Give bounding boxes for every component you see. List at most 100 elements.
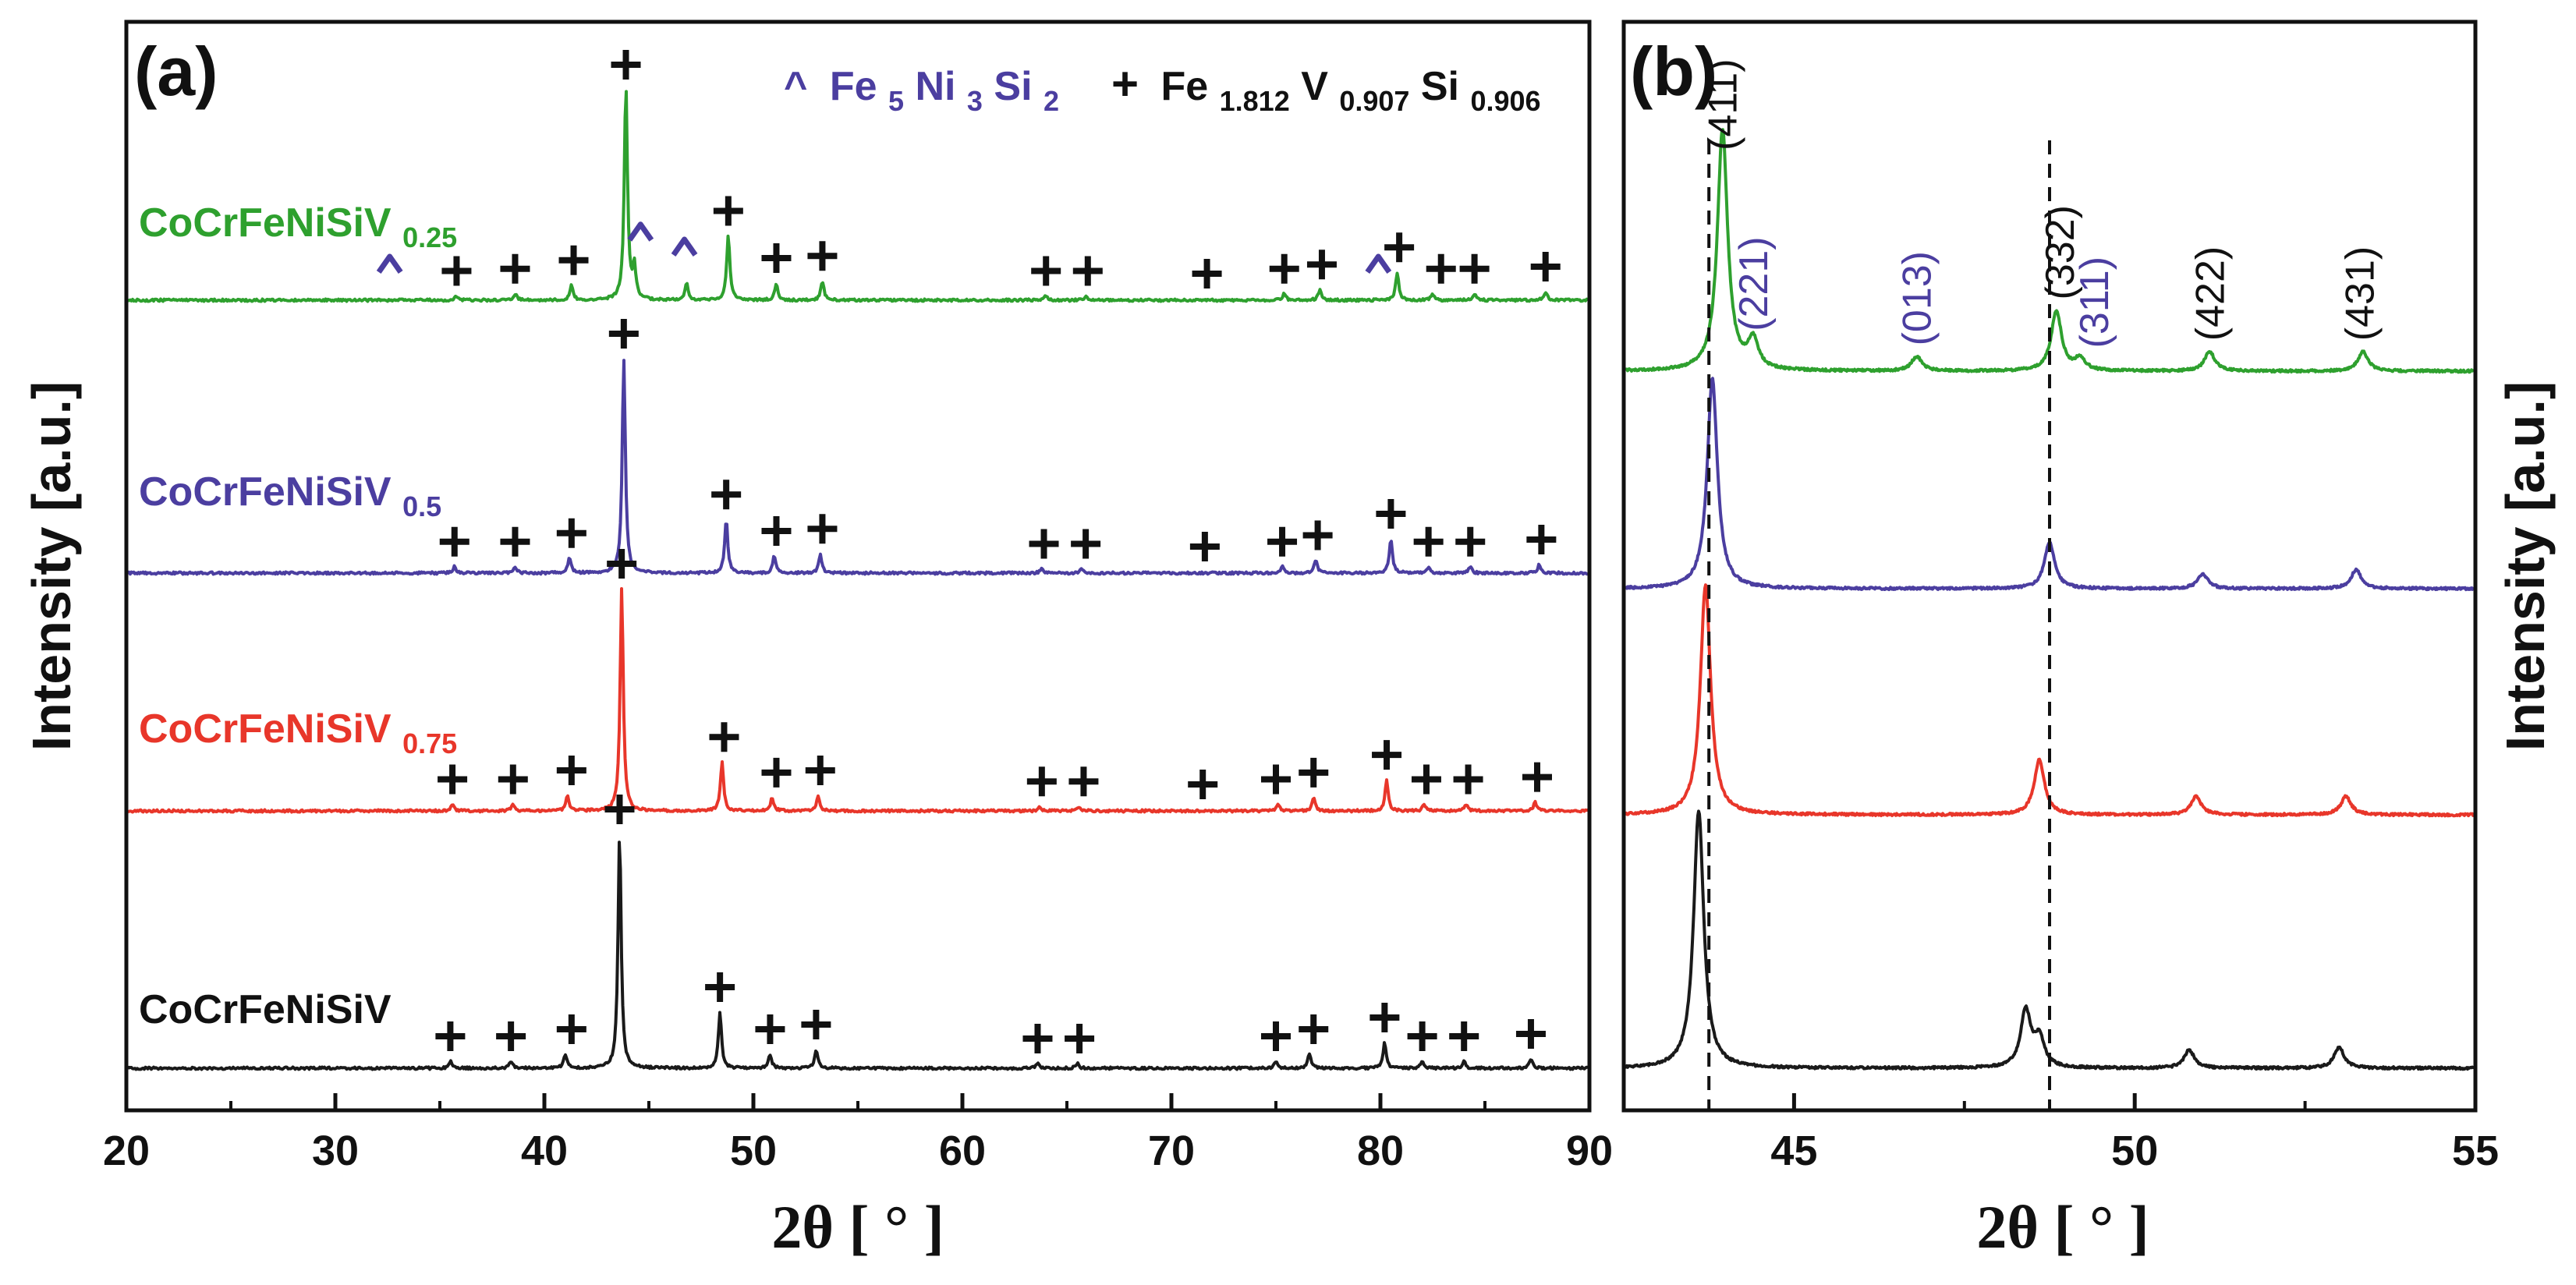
plus-marker-v1 xyxy=(1299,1014,1329,1044)
plus-marker-v025 xyxy=(611,50,641,80)
plus-marker-v1 xyxy=(801,1010,831,1039)
miller-index-label: (013) xyxy=(1895,251,1940,345)
plus-marker-v025 xyxy=(807,241,838,271)
plus-marker-v075 xyxy=(709,722,739,752)
series-label-v025: CoCrFeNiSiV 0.25 xyxy=(139,200,457,253)
miller-index-label: (311) xyxy=(2072,257,2117,349)
plus-marker-v075 xyxy=(1261,764,1291,795)
plus-marker-v05 xyxy=(556,518,586,548)
legend-fevsi: + Fe 1.812 V 0.907 Si 0.906 xyxy=(1111,58,1541,120)
legend-fevsi-part: V xyxy=(1301,64,1328,109)
series-label-v1-base: CoCrFeNiSiV xyxy=(139,987,392,1032)
plus-marker-v025 xyxy=(441,256,472,286)
caret-marker-v025 xyxy=(627,221,654,242)
series-label-v05-sub: 0.5 xyxy=(402,490,441,522)
series-label-v025-sub: 0.25 xyxy=(402,221,457,253)
plus-marker-v025 xyxy=(1192,259,1222,289)
plus-marker-v025 xyxy=(1384,232,1415,263)
trace-v025 xyxy=(127,90,1589,303)
legend-fevsi-sub: 0.907 xyxy=(1339,85,1409,117)
panel-b-annotations: (411) (221) (013) (332)(311) (422) (431) xyxy=(1701,58,2383,348)
plus-marker-v075 xyxy=(761,757,792,788)
plus-marker-v05 xyxy=(761,516,792,546)
trace-v075 xyxy=(127,587,1589,814)
plus-marker-v05 xyxy=(1029,529,1059,559)
plus-marker-v075 xyxy=(1522,762,1552,792)
plus-marker-v075 xyxy=(498,764,528,795)
trace-v1 xyxy=(126,841,1589,1071)
panel-a-x-axis-title: 2θ [ ° ] xyxy=(771,1193,944,1261)
panel-b-frame xyxy=(1621,19,2478,1113)
plus-marker-v025 xyxy=(558,245,589,275)
plus-marker-v05 xyxy=(1267,526,1298,557)
panel-b-x-ticks: 45 50 55 xyxy=(1622,1093,2499,1174)
panel-b-x-axis-title: 2θ [ ° ] xyxy=(1976,1193,2149,1261)
miller-index-label: (422) xyxy=(2188,246,2233,341)
plus-marker-v025 xyxy=(1269,253,1299,284)
plus-marker-v1 xyxy=(1065,1024,1095,1053)
series-label-v075: CoCrFeNiSiV 0.75 xyxy=(139,706,457,759)
caret-marker-v025 xyxy=(671,236,698,257)
caret-marker-v025 xyxy=(376,253,403,274)
legend-fe5ni3si2-part: Fe xyxy=(830,64,877,109)
plus-marker-v1 xyxy=(604,795,635,824)
miller-index-label: (221) xyxy=(1731,236,1777,331)
series-label-v075-sub: 0.75 xyxy=(402,727,457,759)
plus-marker-v1 xyxy=(1449,1021,1479,1051)
trace-v05 xyxy=(126,359,1589,576)
plus-marker-v025 xyxy=(1031,256,1061,286)
panel-b-reference-lines xyxy=(1707,140,2051,1110)
panel-a-traces xyxy=(126,90,1589,1071)
x-tick-label-b: 50 xyxy=(2111,1127,2158,1174)
plus-marker-v025 xyxy=(1459,253,1490,284)
x-tick-label-a: 80 xyxy=(1357,1127,1404,1174)
plus-marker-v05 xyxy=(439,526,469,557)
plus-marker-v05 xyxy=(608,319,639,349)
x-tick-label-b: 55 xyxy=(2452,1127,2499,1174)
plus-marker-v025 xyxy=(713,196,743,226)
legend-fe5ni3si2-part: Ni xyxy=(915,64,955,109)
miller-index-label: (411) xyxy=(1701,58,1746,150)
x-tick-label-a: 50 xyxy=(730,1127,777,1174)
plus-marker-v05 xyxy=(1302,520,1333,550)
panel-a: 20 30 40 50 60 70 80 90 (a) ^ Fe 5 Ni 3 Si 2 + … xyxy=(21,19,1613,1261)
miller-index-label: (431) xyxy=(2337,246,2383,341)
plus-marker-v05 xyxy=(1376,499,1406,529)
plus-marker-v075 xyxy=(1068,766,1099,797)
panel-b-label: (b) xyxy=(1630,33,1717,110)
plus-marker-v1 xyxy=(1515,1019,1546,1049)
plus-marker-v05 xyxy=(711,480,742,510)
plus-marker-v1 xyxy=(435,1021,466,1051)
plus-marker-v025 xyxy=(761,243,792,273)
plus-marker-v025 xyxy=(1530,252,1561,281)
legend-fe5ni3si2: ^ Fe 5 Ni 3 Si 2 xyxy=(784,64,1059,120)
plus-marker-v075 xyxy=(805,756,835,786)
caret-marker-v025 xyxy=(1365,253,1392,274)
plus-marker-v1 xyxy=(705,972,735,1002)
plus-marker-v075 xyxy=(1026,766,1057,797)
legend-fevsi-marker: + xyxy=(1111,58,1139,110)
plus-marker-v025 xyxy=(500,253,530,284)
plus-marker-v1 xyxy=(1261,1021,1291,1051)
legend-fevsi-part: Si xyxy=(1421,64,1459,109)
plus-marker-v075 xyxy=(1188,770,1218,799)
series-label-v075-base: CoCrFeNiSiV xyxy=(139,706,392,752)
plus-marker-v05 xyxy=(500,526,530,557)
plus-marker-v05 xyxy=(1413,526,1444,557)
x-tick-label-a: 30 xyxy=(312,1127,359,1174)
panel-b-y-axis-title: Intensity [a.u.] xyxy=(2495,381,2556,751)
plus-marker-v1 xyxy=(1022,1024,1053,1053)
x-tick-label-a: 90 xyxy=(1566,1127,1613,1174)
plus-marker-v025 xyxy=(1426,253,1456,284)
plus-marker-v075 xyxy=(1299,757,1329,788)
x-tick-label-a: 40 xyxy=(521,1127,568,1174)
x-tick-label-a: 60 xyxy=(939,1127,986,1174)
plus-marker-v1 xyxy=(755,1014,785,1044)
plus-marker-v025 xyxy=(1072,256,1103,286)
plus-marker-v1 xyxy=(496,1021,526,1051)
legend-fe5ni3si2-sub: 3 xyxy=(967,85,983,117)
plus-marker-v05 xyxy=(1189,532,1220,561)
panel-b: (411) (221) (013) (332)(311) (422) (431) 45 50… xyxy=(1621,19,2556,1261)
